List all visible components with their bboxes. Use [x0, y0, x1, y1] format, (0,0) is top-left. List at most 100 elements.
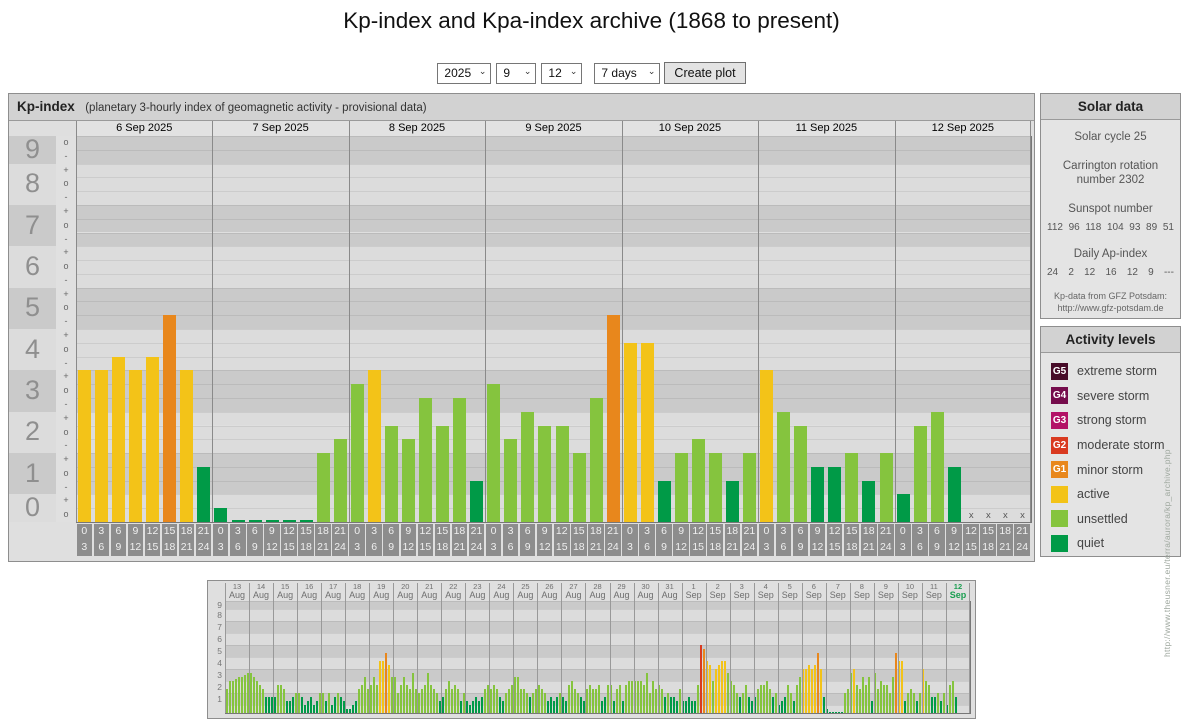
- mini-y-axis-label: 7: [217, 622, 222, 632]
- mini-kp-bar: [273, 697, 276, 713]
- no-data-marker: x: [985, 510, 991, 521]
- y-axis-tick: o: [63, 178, 69, 189]
- kp-bar: [112, 356, 126, 522]
- mini-kp-bar: [754, 697, 757, 713]
- plot-row-band: [76, 301, 1031, 316]
- plot-row-band: [76, 191, 1031, 205]
- mini-kp-bar: [327, 692, 330, 713]
- kp-index-panel: Kp-index (planetary 3-hourly index of ge…: [8, 93, 1035, 562]
- day-separator-line: [758, 121, 760, 522]
- mini-kp-bar: [525, 692, 528, 713]
- plot-row-band: [76, 315, 1031, 329]
- hour-slot-label: 15 18: [707, 524, 724, 556]
- ap-value: 9: [1148, 267, 1154, 278]
- mini-day-label: 10 Sep: [901, 582, 918, 600]
- y-axis-tick: +: [63, 412, 69, 423]
- mini-kp-bar: [537, 685, 540, 713]
- month-select[interactable]: 9 ⌄: [496, 62, 537, 84]
- chevron-down-icon: ⌄: [647, 65, 656, 76]
- kp-bar: [402, 439, 416, 522]
- mini-day-separator: [417, 583, 419, 713]
- mini-kp-bar: [730, 680, 733, 713]
- mini-kp-bar: [631, 680, 634, 713]
- mini-kp-bar: [441, 697, 444, 713]
- day-date-label: 9 Sep 2025: [525, 122, 582, 134]
- year-select-value: 2025: [444, 66, 472, 80]
- no-data-marker: x: [968, 510, 974, 521]
- mini-day-separator: [921, 583, 923, 713]
- mini-day-separator: [969, 583, 970, 713]
- plot-row-band: [76, 384, 1031, 398]
- mini-day-label: 24 Aug: [493, 582, 510, 600]
- mini-kp-bar: [567, 685, 570, 713]
- mini-row-band: [225, 705, 970, 713]
- kp-bar: [674, 452, 688, 522]
- mini-kp-bar: [889, 692, 892, 713]
- day-select[interactable]: 12 ⌄: [541, 62, 583, 84]
- mini-day-separator: [801, 583, 803, 713]
- kp-bar: [470, 480, 484, 522]
- mini-day-separator: [849, 583, 851, 713]
- mini-day-label: 17 Aug: [325, 582, 342, 600]
- mini-kp-bar: [688, 697, 691, 713]
- day-date-label: 11 Sep 2025: [795, 122, 858, 134]
- mini-kp-bar: [814, 665, 817, 713]
- mini-kp-bar: [405, 685, 408, 713]
- mini-kp-bar: [267, 697, 270, 713]
- y-axis-tick: +: [63, 371, 69, 382]
- mini-kp-bar: [339, 697, 342, 713]
- mini-kp-bar: [345, 709, 348, 713]
- range-select[interactable]: 7 days ⌄: [594, 62, 661, 84]
- mini-y-axis-label: 4: [217, 658, 222, 668]
- mini-kp-bar: [907, 692, 910, 713]
- mini-kp-bar: [555, 697, 558, 713]
- day-separator-line: [894, 121, 896, 522]
- sunspot-value: 118: [1085, 222, 1102, 233]
- mini-day-label: 30 Aug: [637, 582, 654, 600]
- mini-kp-bar: [673, 697, 676, 713]
- mini-kp-bar: [637, 680, 640, 713]
- mini-kp-bar: [411, 673, 414, 713]
- mini-kp-bar: [486, 685, 489, 713]
- mini-kp-bar: [607, 685, 609, 713]
- y-axis-tick: +: [63, 495, 69, 506]
- hour-slot-label: 18 21: [997, 524, 1013, 556]
- mini-row-band: [225, 693, 970, 705]
- mini-kp-bar: [934, 697, 937, 713]
- data-source-line1: Kp-data from GFZ Potsdam:: [1053, 291, 1168, 301]
- mini-kp-bar: [495, 689, 498, 713]
- mini-kp-bar: [309, 697, 312, 713]
- mini-day-separator: [681, 583, 683, 713]
- mini-kp-bar: [694, 701, 697, 713]
- create-plot-button[interactable]: Create plot: [664, 62, 746, 84]
- activity-level-item: quiet: [1041, 531, 1180, 556]
- mini-kp-bar: [531, 692, 534, 713]
- mini-kp-bar: [802, 668, 805, 713]
- mini-kp-bar: [270, 697, 273, 713]
- y-axis-tick: o: [63, 343, 69, 354]
- plot-row-band: [76, 494, 1031, 509]
- year-select[interactable]: 2025 ⌄: [437, 62, 492, 84]
- mini-day-label: 14 Aug: [253, 582, 270, 600]
- mini-kp-bar: [862, 677, 865, 713]
- kp-bar: [350, 384, 364, 522]
- mini-row-band: [225, 645, 970, 657]
- y-axis-number-label: 3: [24, 374, 41, 405]
- mini-kp-bar: [859, 689, 862, 713]
- mini-kp-bar: [733, 685, 736, 713]
- mini-kp-bar: [832, 712, 835, 713]
- mini-kp-bar: [937, 692, 940, 713]
- y-axis-tick: +: [63, 288, 69, 299]
- mini-kp-bar: [570, 680, 573, 713]
- plot-row-band: [76, 397, 1031, 412]
- kp-bar: [845, 452, 859, 522]
- mini-day-separator: [249, 583, 251, 713]
- kp-bar: [453, 397, 467, 522]
- mini-kp-bar: [886, 685, 889, 713]
- mini-kp-bar: [751, 701, 754, 713]
- mini-kp-bar: [616, 689, 619, 713]
